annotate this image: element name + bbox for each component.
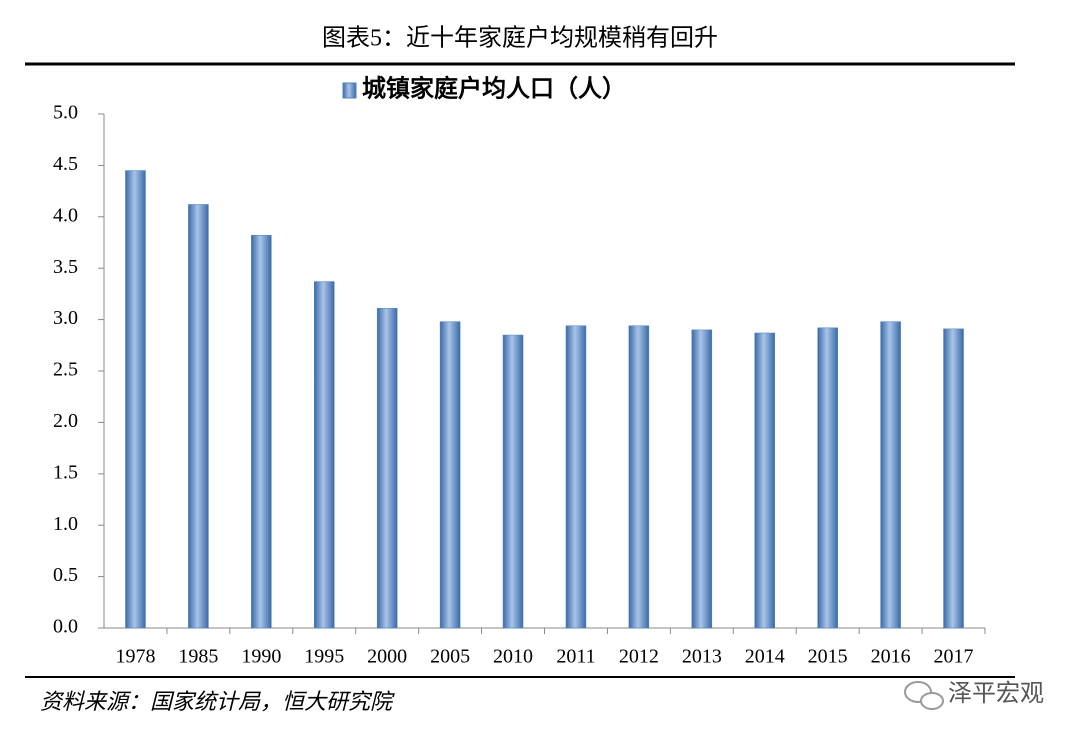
bar — [502, 334, 524, 629]
bar — [754, 332, 775, 629]
y-tick-label: 1.0 — [53, 513, 78, 535]
bar — [251, 235, 272, 629]
x-tick-label: 1978 — [115, 646, 155, 668]
y-tick-label: 0.5 — [53, 564, 78, 586]
y-tick-label: 0.0 — [53, 616, 78, 638]
y-tick-label: 4.0 — [53, 204, 78, 226]
legend-label: 城镇家庭户均人口（人） — [362, 75, 626, 103]
x-tick-label: 2005 — [430, 646, 470, 668]
bar — [314, 281, 335, 629]
x-tick-label: 2015 — [808, 646, 848, 668]
bar — [565, 325, 587, 629]
bar — [439, 321, 461, 629]
watermark-icon — [904, 681, 944, 710]
x-tick-label: 1995 — [304, 646, 344, 668]
x-tick-label: 2016 — [871, 646, 911, 668]
y-tick-label: 2.5 — [53, 359, 78, 381]
bar — [943, 328, 964, 629]
bar — [628, 325, 650, 629]
x-tick-label: 2012 — [619, 646, 659, 668]
x-tick-label: 2014 — [745, 646, 785, 668]
x-tick-label: 2011 — [556, 646, 595, 668]
x-tick-label: 1990 — [241, 646, 281, 668]
x-tick-label: 2017 — [934, 646, 974, 668]
y-tick-label: 3.5 — [53, 256, 78, 278]
x-tick-label: 1985 — [178, 646, 218, 668]
source: 资料来源：国家统计局，恒大研究院 — [40, 689, 395, 714]
bar — [125, 170, 146, 629]
chart-title: 图表5：近十年家庭户均规模稍有回升 — [322, 25, 718, 52]
y-tick-label: 1.5 — [53, 461, 78, 483]
bar — [188, 204, 209, 629]
x-tick-label: 2013 — [682, 646, 722, 668]
y-tick-label: 4.5 — [53, 153, 78, 175]
y-tick-label: 2.0 — [53, 410, 78, 432]
y-tick-label: 3.0 — [53, 307, 78, 329]
bar — [880, 321, 901, 629]
bar — [691, 329, 713, 629]
legend-swatch — [342, 82, 357, 99]
bar — [817, 327, 838, 629]
bar — [376, 308, 398, 629]
x-tick-label: 2010 — [493, 646, 533, 668]
y-tick-label: 5.0 — [53, 102, 78, 124]
x-tick-label: 2000 — [367, 646, 407, 668]
watermark: 泽平宏观 — [948, 679, 1044, 707]
